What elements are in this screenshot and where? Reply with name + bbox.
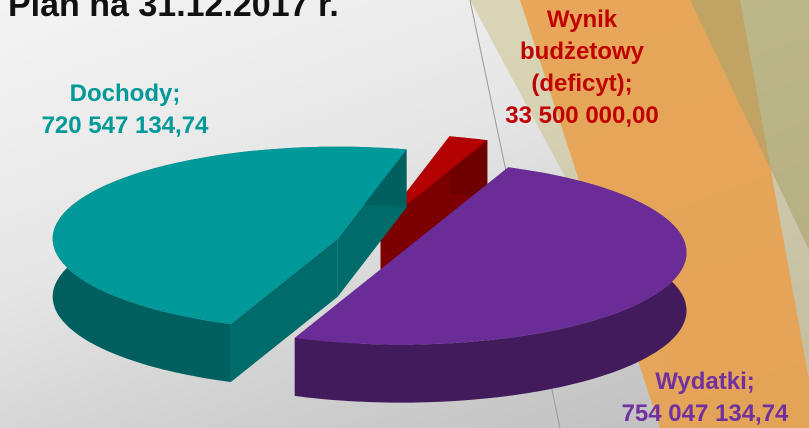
value-label: 720 547 134,74 (41, 112, 209, 139)
data-label: Wydatki; 754 047 134,74 (580, 366, 809, 428)
value-label: 754 047 134,74 (621, 400, 789, 427)
deco-band (690, 0, 809, 250)
category-label: Dochody; (69, 80, 181, 107)
category-label: Wynik budżetowy (deficyt); (520, 6, 644, 97)
slice (52, 146, 407, 324)
data-label: Wynik budżetowy (deficyt); 33 500 000,00 (472, 4, 692, 132)
deco-band (520, 0, 809, 428)
data-label: Dochody; 720 547 134,74 (0, 78, 250, 142)
slice (380, 136, 488, 226)
category-label: Wydatki; (655, 368, 755, 395)
slice (294, 167, 687, 345)
pie (52, 136, 687, 403)
chart-title: Plan na 31.12.2017 r. (8, 0, 339, 24)
value-label: 33 500 000,00 (505, 102, 659, 129)
slice-face (230, 238, 338, 382)
